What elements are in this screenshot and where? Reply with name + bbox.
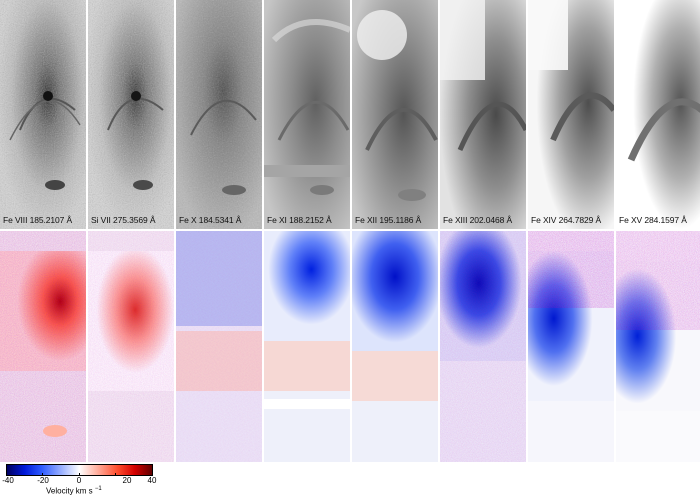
velocity-image — [0, 231, 86, 462]
colorbar-tick-label: 20 — [122, 476, 132, 485]
velocity-panel-fe-x — [176, 231, 262, 462]
intensity-image — [176, 0, 262, 229]
intensity-panel-fe-viii: Fe VIII 185.2107 Å — [0, 0, 86, 229]
panel-label: Fe VIII 185.2107 Å — [3, 215, 73, 225]
colorbar-axis-label: Velocity km s −1 — [46, 486, 102, 496]
velocity-panel-fe-xv — [616, 231, 700, 462]
velocity-image — [528, 231, 614, 462]
velocity-image — [616, 231, 700, 462]
velocity-panel-fe-xiii — [440, 231, 526, 462]
velocity-image — [264, 231, 350, 462]
intensity-image — [352, 0, 438, 229]
intensity-image — [88, 0, 174, 229]
colorbar-tick-label: 40 — [147, 476, 157, 485]
intensity-panel-fe-xi: Fe XI 188.2152 Å — [264, 0, 350, 229]
velocity-image — [176, 231, 262, 462]
panel-label: Fe XIV 264.7829 Å — [531, 215, 602, 225]
image-grid: Fe VIII 185.2107 Å Si VII 275.3569 Å — [0, 0, 700, 462]
panel-label: Fe XV 284.1597 Å — [619, 215, 687, 225]
intensity-image — [264, 0, 350, 229]
velocity-panel-fe-xi — [264, 231, 350, 462]
intensity-panel-fe-xii: Fe XII 195.1186 Å — [352, 0, 438, 229]
velocity-image — [88, 231, 174, 462]
panel-label: Fe XIII 202.0468 Å — [443, 215, 513, 225]
velocity-panel-fe-viii — [0, 231, 86, 462]
velocity-panel-fe-xii — [352, 231, 438, 462]
panel-label: Fe XI 188.2152 Å — [267, 215, 332, 225]
colorbar-tick-label: -40 — [2, 476, 14, 485]
panel-label: Si VII 275.3569 Å — [91, 215, 156, 225]
intensity-panel-fe-xv: Fe XV 284.1597 Å — [616, 0, 700, 229]
intensity-image — [0, 0, 86, 229]
velocity-image — [440, 231, 526, 462]
panel-label: Fe X 184.5341 Å — [179, 215, 242, 225]
intensity-image — [528, 0, 614, 229]
intensity-image — [616, 0, 700, 229]
intensity-image — [440, 0, 526, 229]
colorbar-tickmark — [115, 473, 116, 476]
colorbar-tickmark — [79, 473, 80, 476]
colorbar-tickmark — [152, 473, 153, 476]
colorbar-tick-label: 0 — [76, 476, 82, 485]
colorbar-tick-label: -20 — [37, 476, 49, 485]
intensity-panel-si-vii: Si VII 275.3569 Å — [88, 0, 174, 229]
velocity-image — [352, 231, 438, 462]
intensity-panel-fe-xiii: Fe XIII 202.0468 Å — [440, 0, 526, 229]
intensity-panel-fe-xiv: Fe XIV 264.7829 Å — [528, 0, 614, 229]
panel-label: Fe XII 195.1186 Å — [355, 215, 422, 225]
intensity-panel-fe-x: Fe X 184.5341 Å — [176, 0, 262, 229]
velocity-panel-fe-xiv — [528, 231, 614, 462]
colorbar-tickmark — [42, 473, 43, 476]
colorbar-tickmark — [6, 473, 7, 476]
velocity-colorbar: -40 -20 0 20 40 Velocity km s −1 — [2, 464, 157, 500]
velocity-panel-si-vii — [88, 231, 174, 462]
